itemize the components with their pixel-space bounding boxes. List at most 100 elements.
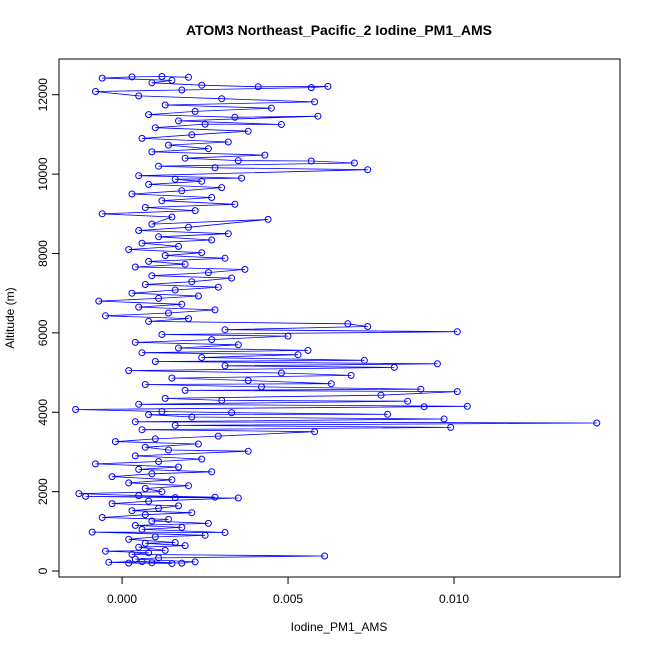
data-point [135, 465, 143, 473]
data-point [138, 525, 146, 533]
data-point [125, 535, 133, 543]
data-point [188, 509, 196, 517]
data-point [155, 294, 163, 302]
data-point [181, 386, 189, 394]
series-points [72, 73, 601, 567]
data-point [145, 111, 153, 119]
y-axis-label: Altitude (m) [3, 287, 17, 348]
data-point [221, 254, 229, 262]
data-point [135, 400, 143, 408]
data-point [131, 263, 139, 271]
data-point [244, 447, 252, 455]
data-point [175, 463, 182, 471]
data-point [148, 220, 156, 228]
data-point [254, 83, 262, 91]
data-point [214, 432, 222, 440]
data-point [125, 559, 133, 567]
data-point [191, 558, 199, 566]
data-point [111, 438, 119, 446]
data-point [231, 200, 239, 208]
data-point [204, 269, 212, 277]
data-point [171, 494, 179, 502]
data-point [148, 517, 156, 525]
data-point [234, 494, 242, 502]
data-point [175, 117, 182, 125]
data-point [208, 336, 216, 344]
data-point [593, 419, 601, 427]
data-point [194, 440, 202, 448]
data-point [277, 121, 285, 128]
data-point [360, 356, 368, 364]
data-point [198, 249, 206, 257]
data-point [453, 328, 461, 336]
data-point [390, 363, 398, 371]
y-tick-label: 10000 [36, 157, 50, 191]
data-point [198, 81, 206, 89]
data-point [158, 197, 166, 205]
data-point [168, 560, 176, 567]
data-point [218, 95, 226, 103]
data-point [175, 502, 182, 510]
data-point [244, 127, 252, 135]
data-point [128, 507, 136, 515]
data-point [221, 326, 229, 334]
x-axis-label: Iodine_PM1_AMS [291, 620, 388, 634]
data-point [440, 415, 448, 423]
data-point [377, 391, 385, 399]
data-point [128, 190, 136, 198]
data-point [125, 367, 133, 375]
data-point [158, 488, 166, 496]
data-point [125, 479, 133, 487]
data-point [208, 468, 216, 476]
data-point [135, 227, 143, 234]
data-point [145, 411, 153, 419]
data-point [148, 79, 156, 87]
data-point [141, 511, 149, 519]
data-point [231, 113, 239, 121]
data-point [138, 558, 146, 565]
data-point [404, 397, 412, 405]
data-point [344, 320, 352, 328]
data-point [208, 194, 216, 201]
data-point [188, 413, 196, 421]
data-point [175, 242, 182, 250]
data-point [208, 236, 216, 244]
data-point [178, 86, 186, 94]
data-point [307, 84, 315, 92]
data-point [92, 460, 99, 468]
data-point [88, 528, 96, 536]
data-point [141, 204, 149, 211]
data-point [191, 107, 199, 115]
data-point [221, 362, 229, 370]
data-point [294, 351, 302, 359]
data-point [98, 210, 106, 218]
data-point [178, 559, 186, 567]
data-point [82, 492, 90, 500]
data-point [171, 421, 179, 429]
data-point [171, 286, 179, 294]
data-point [188, 131, 196, 139]
data-point [234, 157, 242, 165]
data-point [141, 381, 149, 388]
data-point [151, 358, 159, 365]
data-point [75, 490, 83, 498]
data-point [135, 543, 143, 551]
data-point [155, 554, 163, 562]
data-point [131, 338, 139, 346]
data-point [447, 423, 455, 431]
data-point [128, 550, 136, 558]
data-point [148, 272, 156, 280]
data-point [234, 341, 242, 349]
data-point [194, 292, 202, 300]
data-point [155, 504, 163, 512]
data-point [384, 410, 392, 418]
data-point [141, 281, 149, 288]
y-axis: 0 2000 4000 6000 8000 10000 12000 [36, 78, 60, 574]
data-point [228, 274, 236, 282]
data-point [284, 332, 292, 340]
data-point [102, 547, 109, 555]
data-point [311, 428, 319, 436]
data-point [108, 500, 116, 508]
data-point [321, 552, 329, 560]
